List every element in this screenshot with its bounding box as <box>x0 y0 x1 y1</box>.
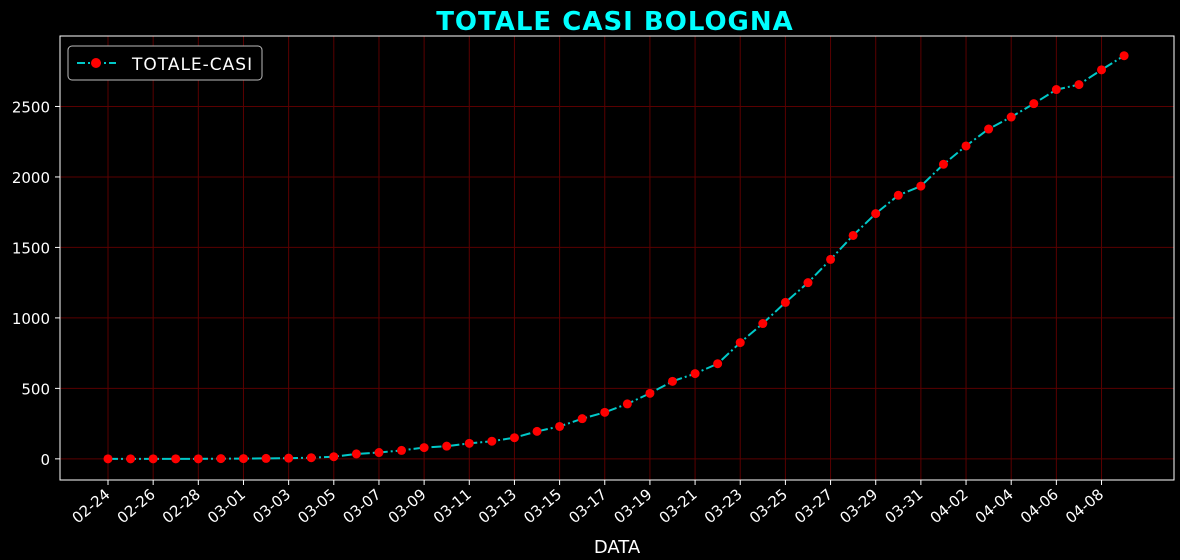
data-point <box>984 124 994 134</box>
data-point <box>961 141 971 151</box>
y-tick-label: 1000 <box>12 310 50 328</box>
data-point <box>509 433 519 443</box>
data-point <box>848 230 858 240</box>
data-point <box>938 159 948 169</box>
y-tick-label: 500 <box>21 380 50 398</box>
data-point <box>261 453 271 463</box>
data-point <box>1097 65 1107 75</box>
data-point <box>1119 51 1129 61</box>
data-point <box>103 454 113 464</box>
x-axis-label: DATA <box>594 537 641 558</box>
data-point <box>374 448 384 458</box>
data-point <box>397 445 407 455</box>
legend-marker-swatch <box>91 58 101 68</box>
data-point <box>758 319 768 329</box>
data-point <box>690 369 700 379</box>
data-point <box>442 441 452 451</box>
data-point <box>645 388 655 398</box>
data-point <box>1006 112 1016 122</box>
y-tick-label: 2500 <box>12 98 50 116</box>
data-point <box>577 414 587 424</box>
legend-label: TOTALE-CASI <box>131 55 253 75</box>
legend: TOTALE-CASI <box>67 45 263 81</box>
y-tick-label: 1500 <box>12 239 50 257</box>
data-point <box>419 443 429 453</box>
data-point <box>238 454 248 464</box>
data-point <box>171 454 181 464</box>
y-tick-label: 2000 <box>12 169 50 187</box>
plot-frame <box>59 35 1175 481</box>
chart-title: TOTALE CASI BOLOGNA <box>436 7 794 37</box>
data-point <box>871 209 881 219</box>
data-point <box>893 190 903 200</box>
data-point <box>780 297 790 307</box>
data-point <box>148 454 158 464</box>
y-axis-ticks: 0 500 1000 1500 2000 2500 <box>12 98 60 469</box>
data-point <box>600 407 610 417</box>
data-point <box>916 181 926 191</box>
data-point <box>1051 85 1061 95</box>
data-point <box>284 453 294 463</box>
data-point <box>735 338 745 348</box>
data-point <box>668 376 677 386</box>
data-point <box>1029 99 1039 109</box>
data-point <box>126 454 136 464</box>
y-tick-label: 0 <box>40 451 50 469</box>
series-group <box>103 51 1129 464</box>
data-point <box>351 449 361 459</box>
data-point <box>216 454 226 464</box>
data-point <box>803 278 813 288</box>
data-point <box>622 399 632 409</box>
grid-lines <box>60 36 1174 480</box>
data-point <box>329 452 339 462</box>
series-line <box>108 54 1125 460</box>
data-point <box>1074 80 1084 90</box>
data-point <box>306 453 316 463</box>
data-point <box>464 438 474 448</box>
data-point <box>555 421 565 431</box>
data-point <box>713 359 723 369</box>
data-point <box>193 454 203 464</box>
data-point <box>826 254 836 264</box>
data-point <box>487 436 497 446</box>
data-point <box>532 426 542 436</box>
legend-box <box>67 45 263 81</box>
